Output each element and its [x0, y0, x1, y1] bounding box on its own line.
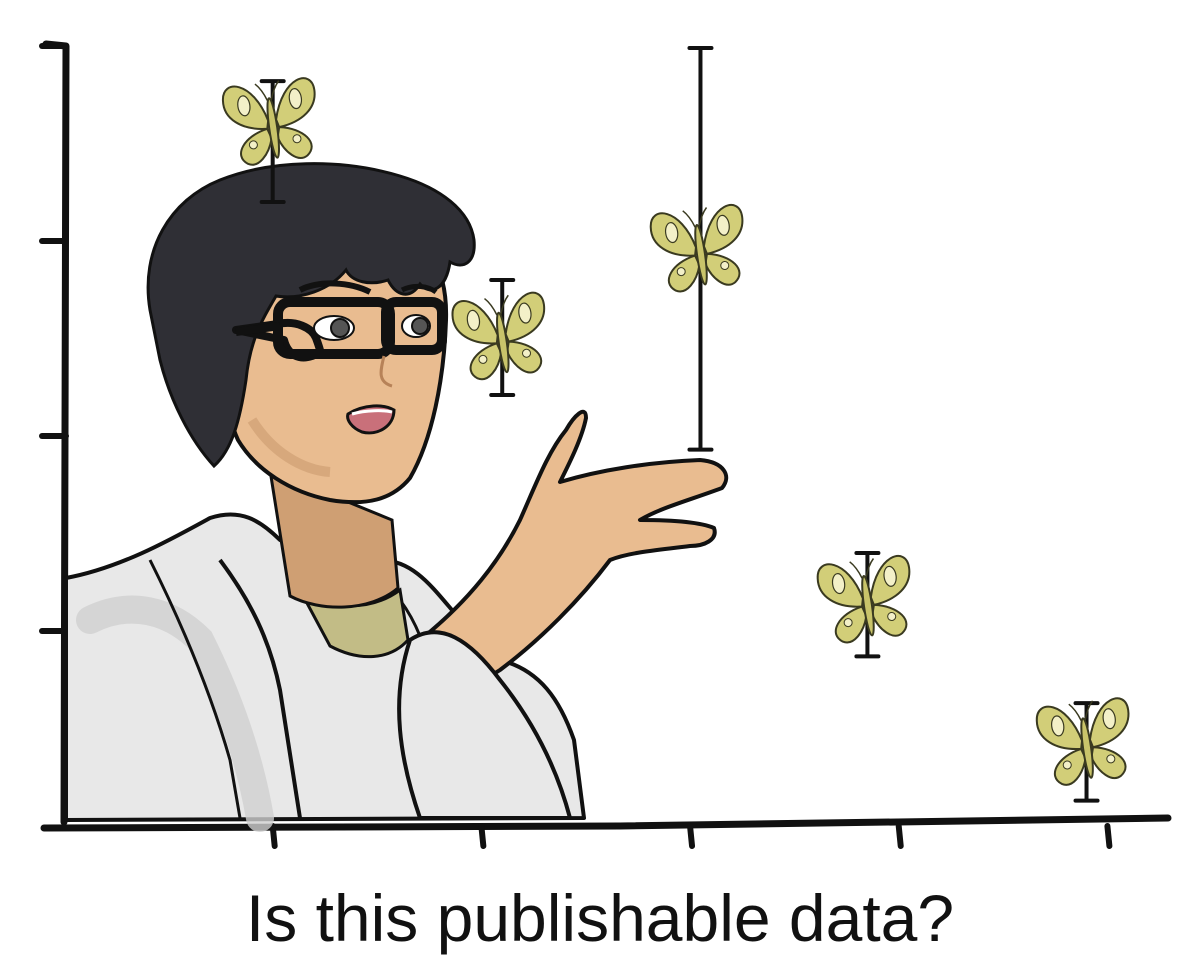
- neck: [268, 467, 400, 609]
- data-points: [220, 45, 1139, 803]
- data-point-4: [814, 551, 920, 659]
- x-tick-2: [478, 823, 487, 849]
- x-axis: [40, 814, 1172, 832]
- hair: [146, 162, 476, 469]
- glasses-right-lens: [381, 297, 447, 355]
- meme-caption: Is this publishable data?: [245, 881, 955, 955]
- x-tick-5: [1104, 823, 1113, 849]
- data-point-5: [1033, 694, 1139, 803]
- data-point-2: [449, 278, 555, 398]
- x-tick-3: [687, 823, 696, 849]
- chart-axes: [39, 40, 1172, 849]
- axis-ticks: [39, 43, 1113, 849]
- scientist-character: [64, 162, 729, 832]
- data-point-3: [647, 45, 753, 452]
- hand: [418, 409, 729, 687]
- x-tick-4: [895, 823, 904, 849]
- data-point-1: [220, 74, 325, 204]
- x-tick-1: [269, 823, 278, 849]
